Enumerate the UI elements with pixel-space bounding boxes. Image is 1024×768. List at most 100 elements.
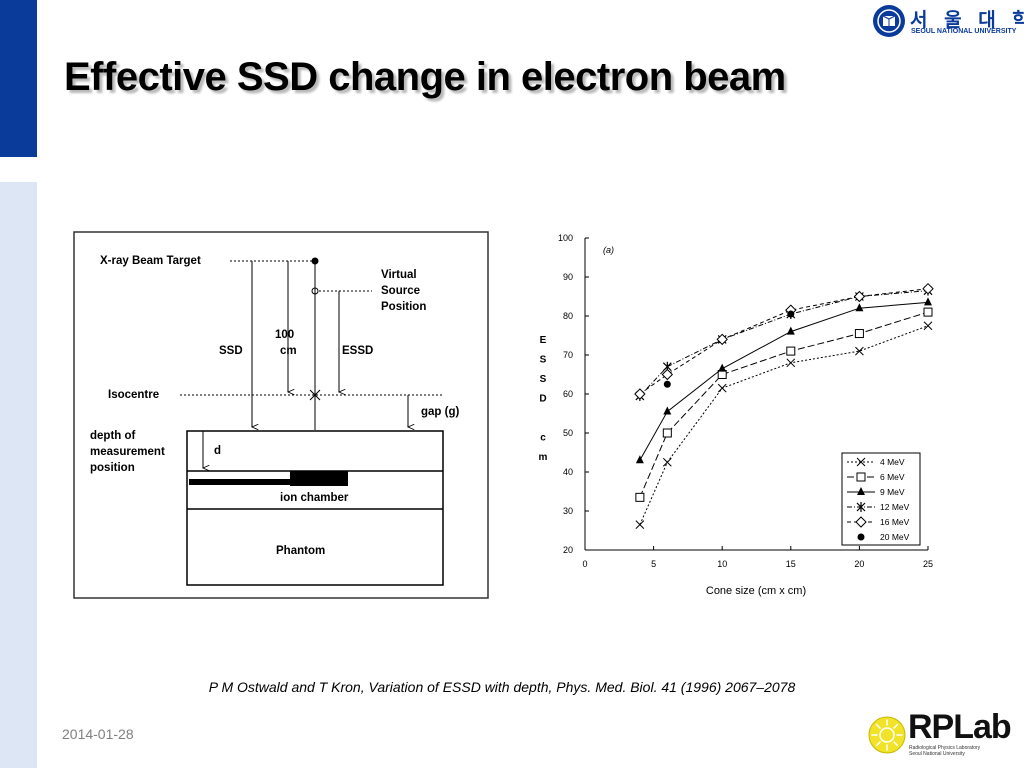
- chart-point: [786, 358, 796, 368]
- diagram-label-depth-1: depth of: [90, 430, 136, 442]
- chart-y-axis-label-char: S: [540, 374, 547, 385]
- university-emblem-icon: [873, 5, 905, 37]
- lab-subtitle-2: Seoul National University: [909, 751, 965, 757]
- diagram-label-d: d: [214, 445, 221, 457]
- university-logo: 서 울 대 학 교 SEOUL NATIONAL UNIVERSITY: [872, 4, 1024, 40]
- chart-y-tick-label: 50: [563, 428, 573, 438]
- chart-point: [922, 282, 934, 295]
- sidebar-accent-top: [0, 0, 37, 157]
- chart-point: [634, 388, 646, 400]
- phantom-box: [186, 430, 444, 586]
- chart-legend-label: 20 MeV: [880, 532, 910, 542]
- diagram-label-isocentre: Isocentre: [108, 389, 159, 401]
- chart-series-1: [635, 307, 933, 502]
- chart-y-axis-label-char: D: [539, 394, 546, 405]
- university-name-korean: 서 울 대 학 교: [910, 9, 1024, 31]
- chart-y-axis-label-char: E: [540, 335, 547, 346]
- chart-point: [853, 290, 866, 303]
- chart-series-line: [639, 301, 929, 461]
- chart-point: [855, 516, 867, 528]
- diagram-label-gap: gap (g): [421, 406, 459, 418]
- chart-legend-label: 6 MeV: [880, 472, 905, 482]
- chart-panel-label: (a): [603, 245, 614, 255]
- diagram-label-depth-3: position: [90, 462, 135, 474]
- chart-y-tick-label: 90: [563, 272, 573, 282]
- chart-legend-label: 4 MeV: [880, 457, 905, 467]
- chart-point: [924, 297, 932, 306]
- chart-y-axis-label-char: m: [539, 452, 548, 463]
- chart-point: [923, 321, 933, 331]
- chart-series-line: [639, 290, 929, 397]
- chart-point: [717, 383, 727, 393]
- chart-y-tick-label: 40: [563, 467, 573, 477]
- diagram-label-cm: cm: [280, 345, 297, 357]
- lab-logo: RPLab Radiological Physics Laboratory Se…: [868, 708, 1016, 758]
- chart-point: [786, 346, 796, 356]
- chart-point: [718, 363, 727, 372]
- diagram-label-essd: ESSD: [342, 345, 373, 357]
- diagram-label-phantom: Phantom: [276, 545, 325, 557]
- chart-point: [635, 492, 645, 502]
- slide-title: Effective SSD change in electron beam: [64, 55, 786, 99]
- chart-series-line: [639, 325, 929, 525]
- chart-x-tick-label: 5: [651, 559, 656, 569]
- lab-emblem-icon: [868, 716, 906, 754]
- isocentre-marker: [309, 389, 321, 401]
- chart-x-tick-label: 20: [854, 559, 864, 569]
- chart-series-line: [639, 288, 929, 395]
- chart-y-tick-label: 80: [563, 311, 573, 321]
- chart-y-axis-label-char: c: [540, 433, 546, 444]
- chart-series-5: [663, 310, 795, 388]
- chart-point: [855, 346, 864, 356]
- chart-legend-box: [841, 452, 921, 546]
- chart-point: [663, 406, 672, 415]
- chart-point: [856, 472, 866, 482]
- chart-x-tick-label: 25: [923, 559, 933, 569]
- chart-series-4: [634, 282, 934, 400]
- ion-chamber-body: [290, 471, 348, 486]
- ion-chamber-stem: [189, 479, 290, 485]
- chart-point: [717, 370, 727, 379]
- chart-y-tick-label: 60: [563, 389, 573, 399]
- chart-point: [854, 329, 864, 339]
- sidebar-accent-bottom: [0, 182, 37, 768]
- diagram-label-virtual-3: Position: [381, 301, 426, 313]
- chart-x-axis-label: Cone size (cm x cm): [706, 585, 806, 597]
- essd-geometry-diagram: X-ray Beam Target Virtual Source Positio…: [73, 231, 489, 599]
- chart-legend-label: 12 MeV: [880, 502, 910, 512]
- chart-point: [635, 520, 645, 530]
- chart-y-tick-label: 70: [563, 350, 573, 360]
- diagram-label-target: X-ray Beam Target: [100, 255, 201, 267]
- diagram-frame: [73, 231, 489, 599]
- chart-y-tick-label: 100: [558, 233, 573, 243]
- chart-point: [663, 380, 671, 388]
- chart-point: [662, 428, 672, 438]
- chart-series-line: [639, 311, 929, 498]
- citation-text-content: P M Ostwald and T Kron, Variation of ESS…: [208, 679, 796, 695]
- chart-point: [923, 307, 933, 317]
- chart-point: [857, 487, 865, 495]
- diagram-label-depth-2: measurement: [90, 446, 165, 458]
- chart-point: [856, 457, 866, 467]
- chart-x-tick-label: 0: [582, 559, 587, 569]
- chart-point: [856, 502, 866, 512]
- chart-point: [662, 457, 672, 467]
- chart-series-0: [635, 321, 933, 530]
- chart-series-3: [635, 285, 933, 401]
- chart-y-axis-label-char: S: [540, 355, 547, 366]
- citation-text: P M Ostwald and T Kron, Variation of ESS…: [0, 679, 1024, 695]
- chart-point: [716, 333, 728, 346]
- diagram-label-100: 100: [275, 329, 294, 341]
- chart-legend-label: 9 MeV: [880, 487, 905, 497]
- chart-point: [786, 326, 795, 335]
- diagram-label-ion-chamber: ion chamber: [280, 492, 349, 504]
- chart-point: [635, 455, 644, 464]
- chart-series-2: [635, 297, 932, 464]
- slide-date: 2014-01-28: [62, 726, 134, 742]
- chart-y-tick-label: 20: [563, 545, 573, 555]
- chart-point: [661, 368, 674, 381]
- diagram-label-virtual-2: Source: [381, 285, 420, 297]
- diagram-label-virtual-1: Virtual: [381, 269, 417, 281]
- chart-point: [855, 303, 864, 312]
- lab-subtitle-1: Radiological Physics Laboratory: [909, 745, 981, 751]
